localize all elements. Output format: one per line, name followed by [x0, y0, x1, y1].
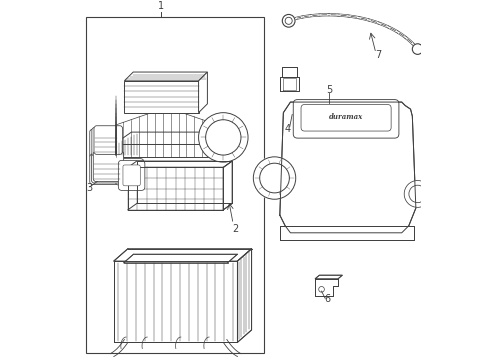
Polygon shape — [223, 161, 232, 210]
Polygon shape — [315, 279, 337, 296]
Polygon shape — [128, 161, 232, 167]
Circle shape — [282, 14, 294, 27]
Text: 3: 3 — [86, 183, 93, 193]
Polygon shape — [315, 275, 342, 279]
FancyBboxPatch shape — [118, 160, 144, 190]
Polygon shape — [137, 161, 232, 167]
Text: 6: 6 — [324, 294, 330, 304]
Polygon shape — [114, 261, 237, 342]
Circle shape — [253, 157, 295, 199]
Polygon shape — [198, 72, 207, 113]
FancyBboxPatch shape — [115, 159, 143, 185]
Polygon shape — [124, 72, 207, 81]
Text: 2: 2 — [232, 224, 238, 234]
FancyBboxPatch shape — [120, 163, 139, 180]
Polygon shape — [279, 102, 415, 233]
Circle shape — [411, 44, 422, 54]
Polygon shape — [114, 249, 251, 261]
Polygon shape — [219, 127, 221, 157]
Polygon shape — [114, 132, 221, 144]
FancyBboxPatch shape — [90, 129, 118, 158]
Polygon shape — [279, 226, 413, 240]
Text: 4: 4 — [285, 123, 290, 134]
FancyBboxPatch shape — [93, 151, 123, 181]
FancyBboxPatch shape — [92, 127, 120, 156]
FancyBboxPatch shape — [122, 165, 140, 186]
Text: 5: 5 — [325, 85, 332, 95]
Text: 1: 1 — [158, 1, 164, 11]
Text: duramax: duramax — [328, 113, 363, 121]
Polygon shape — [237, 249, 251, 342]
Circle shape — [404, 180, 430, 207]
FancyBboxPatch shape — [90, 154, 120, 184]
FancyBboxPatch shape — [91, 153, 122, 183]
Text: 7: 7 — [375, 50, 381, 60]
Polygon shape — [279, 77, 299, 91]
Polygon shape — [124, 81, 198, 113]
Polygon shape — [128, 167, 223, 210]
Polygon shape — [123, 254, 237, 263]
Polygon shape — [281, 67, 297, 77]
FancyBboxPatch shape — [293, 100, 398, 138]
Polygon shape — [114, 144, 219, 157]
Bar — [85, 17, 264, 353]
FancyBboxPatch shape — [94, 126, 122, 154]
Circle shape — [198, 113, 247, 162]
FancyBboxPatch shape — [301, 104, 390, 131]
